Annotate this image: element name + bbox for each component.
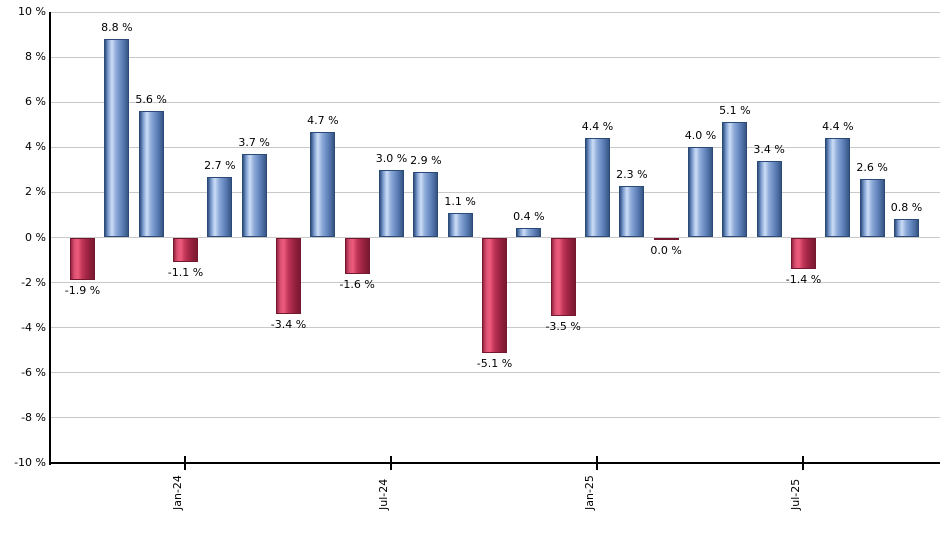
bar-value-label: 3.0 %: [375, 151, 408, 165]
x-axis-tick: [390, 456, 393, 470]
bar-value-label: 4.0 %: [684, 129, 717, 143]
bar-value-label: 3.4 %: [753, 142, 785, 156]
bar: [241, 154, 267, 238]
y-axis-label: 0 %: [25, 230, 46, 244]
bar-value-label: 2.3 %: [616, 167, 648, 181]
bar: [619, 185, 645, 238]
bar: [584, 138, 610, 238]
bar-value-label: -1.4 %: [785, 273, 822, 287]
bar-value-label: -3.5 %: [545, 320, 581, 334]
y-axis-label: -2 %: [21, 275, 46, 289]
bar-value-label: -3.4 %: [270, 318, 307, 332]
bar: [653, 237, 679, 240]
gridline: [50, 372, 940, 374]
y-axis-label: 2 %: [25, 185, 46, 199]
bar: [687, 147, 713, 238]
bar: [138, 111, 164, 238]
y-axis-label: -4 %: [21, 320, 46, 334]
bar: [481, 237, 507, 353]
bar-value-label: 1.1 %: [444, 194, 476, 208]
bar: [172, 237, 198, 263]
bar: [70, 237, 95, 281]
bar-value-label: 5.6 %: [135, 93, 167, 107]
bar-value-label: 8.8 %: [101, 21, 133, 35]
bar-value-label: 5.1 %: [719, 104, 751, 118]
gridline: [50, 417, 940, 419]
bar: [790, 237, 816, 270]
bar: [207, 176, 233, 238]
x-axis-label: Jan-25: [583, 475, 597, 510]
bar-value-label: 0.4 %: [513, 210, 545, 224]
bar-value-label: -5.1 %: [476, 356, 513, 370]
bar-value-label: -1.9 %: [64, 284, 101, 298]
bar: [104, 39, 130, 238]
bar: [756, 160, 782, 238]
x-axis-line: [50, 462, 940, 464]
gridline: [50, 56, 940, 58]
y-axis-label: 6 %: [25, 95, 46, 109]
gridline: [50, 191, 940, 193]
x-axis-tick: [596, 456, 599, 470]
bar-value-label: 4.4 %: [581, 120, 614, 134]
bar: [447, 212, 473, 238]
bar-value-label: 4.4 %: [822, 120, 854, 134]
bar-value-label: -1.6 %: [339, 277, 375, 291]
x-axis-label: Jul-24: [377, 478, 391, 510]
x-axis-label: Jul-25: [789, 478, 803, 510]
bar: [413, 172, 439, 238]
bar-value-label: 0.8 %: [890, 201, 923, 215]
bar: [378, 169, 404, 238]
y-axis-label: -10 %: [14, 456, 46, 469]
bar: [825, 138, 851, 238]
bar: [722, 122, 748, 238]
x-axis-label: Jan-24: [171, 475, 185, 510]
bar: [516, 228, 542, 238]
bar: [344, 237, 370, 274]
bar-value-label: 0.0 %: [650, 243, 682, 257]
bar-value-label: -1.1 %: [167, 266, 204, 280]
x-axis-tick: [802, 456, 805, 470]
y-axis-line: [49, 12, 51, 465]
bar-value-label: 4.7 %: [307, 113, 339, 127]
x-axis-tick: [184, 456, 187, 470]
bar: [275, 237, 301, 315]
gridline: [50, 101, 940, 103]
bar-value-label: 3.7 %: [238, 136, 270, 150]
bar-value-label: 2.6 %: [856, 160, 888, 174]
gridline: [50, 11, 940, 13]
bar: [893, 219, 919, 238]
bar-value-label: 2.9 %: [410, 154, 442, 168]
gridline: [50, 146, 940, 148]
bar: [310, 131, 336, 238]
y-axis-label: 4 %: [25, 140, 46, 154]
bar: [550, 237, 576, 317]
y-axis-label: 10 %: [18, 5, 46, 18]
y-axis-label: 8 %: [25, 50, 46, 64]
bar-value-label: 2.7 %: [204, 158, 236, 172]
bar: [859, 178, 885, 238]
y-axis-label: -8 %: [21, 410, 46, 424]
y-axis-label: -6 %: [21, 365, 46, 379]
